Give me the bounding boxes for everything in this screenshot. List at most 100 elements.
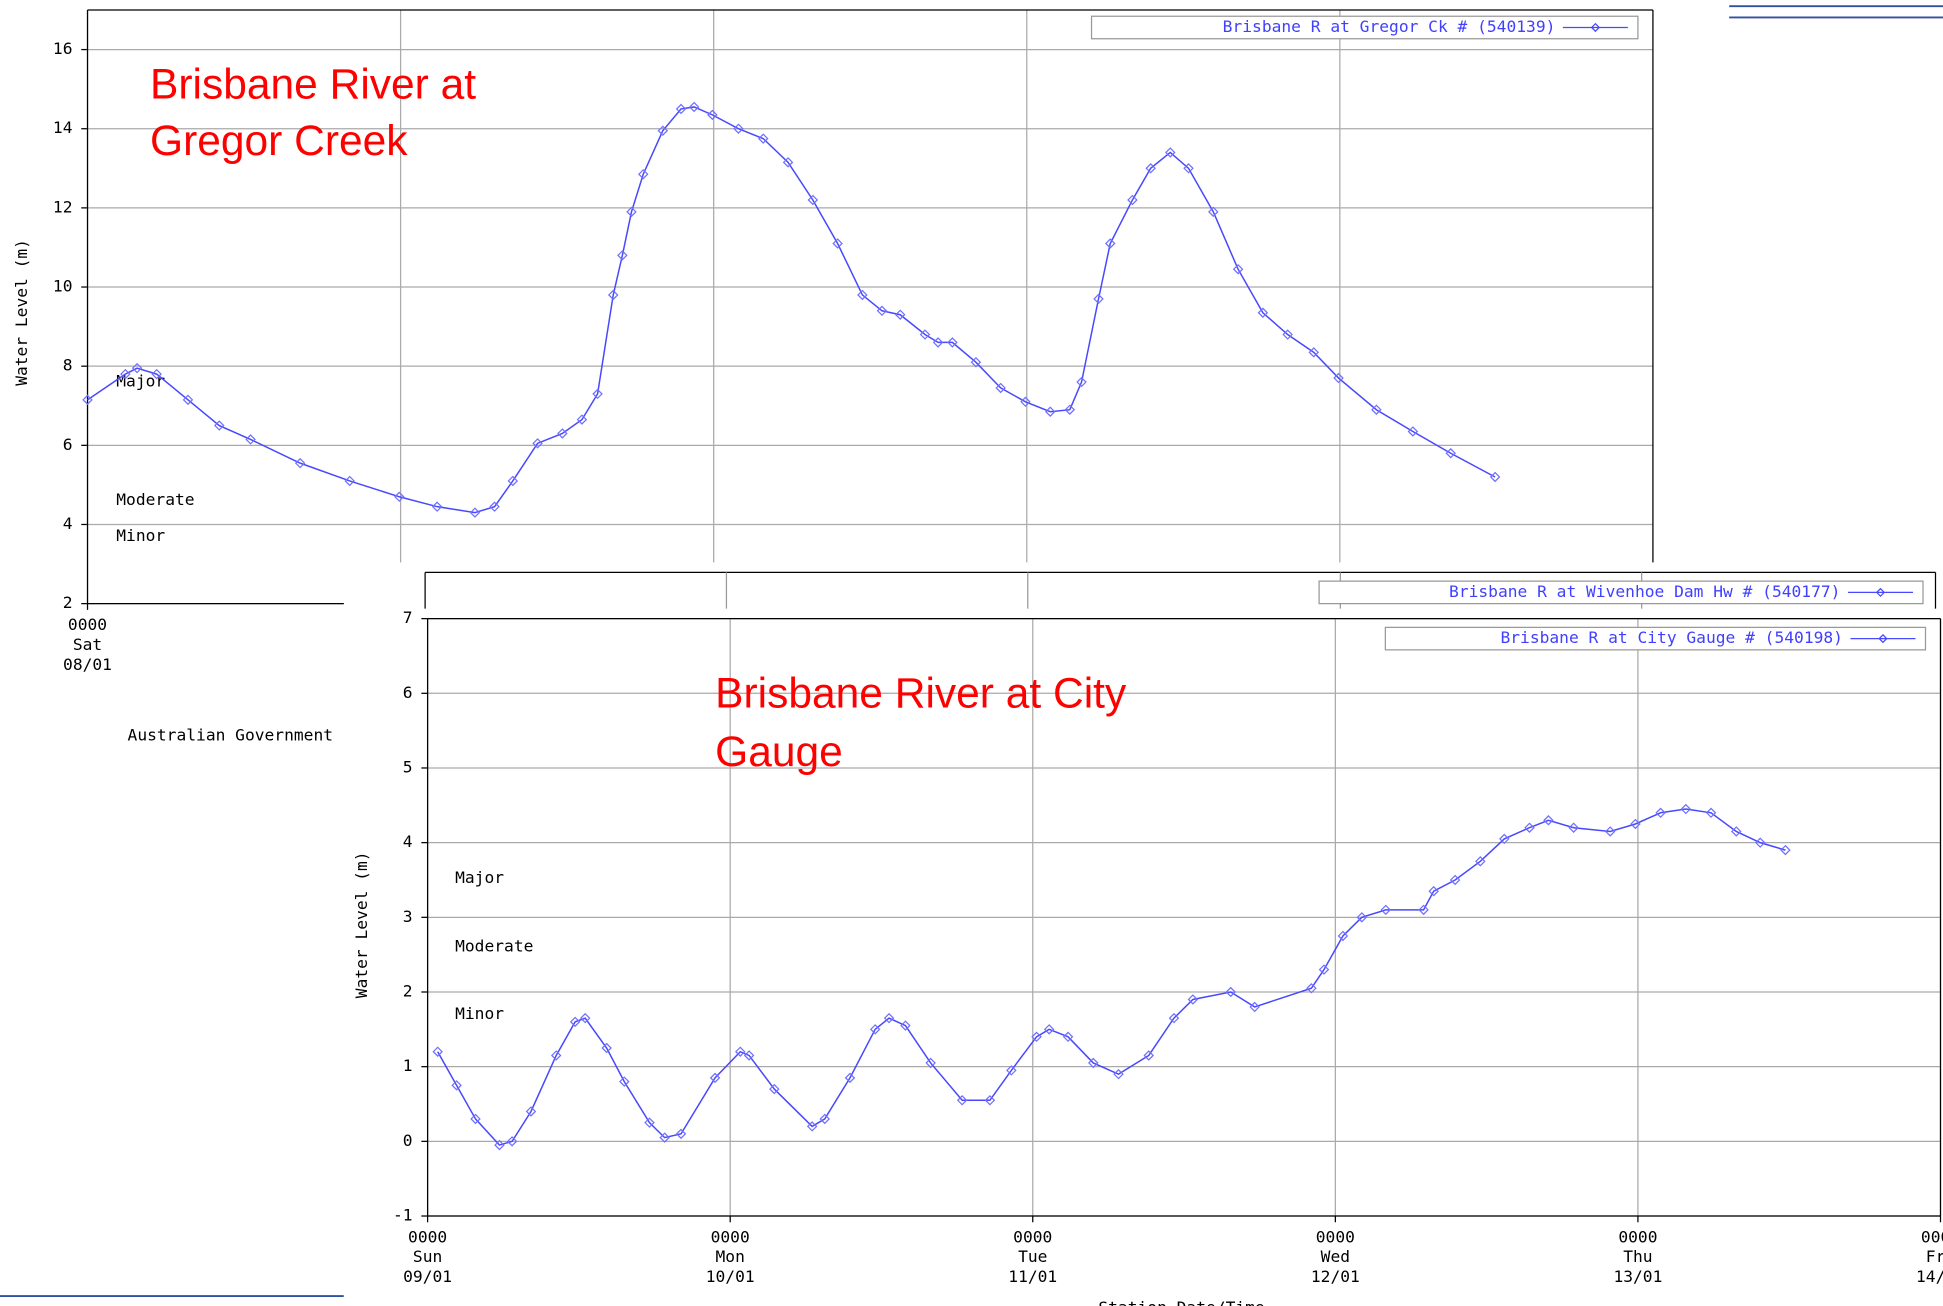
data-point <box>1113 1068 1124 1080</box>
data-point <box>925 1057 936 1069</box>
data-point <box>1208 206 1219 218</box>
data-point <box>1730 826 1742 837</box>
data-point <box>592 388 603 400</box>
annotation: Brisbane River at <box>150 62 476 109</box>
series-line <box>87 106 1496 514</box>
series-line <box>437 808 1786 1146</box>
data-point <box>82 394 93 406</box>
y-axis-label: Water Level (m) <box>12 239 31 386</box>
data-point <box>769 1083 780 1095</box>
data-point <box>569 1016 581 1028</box>
y-tick-label: 6 <box>63 435 73 454</box>
data-point <box>1604 826 1616 837</box>
data-point <box>675 1128 687 1140</box>
legend-label: Brisbane R at Wivenhoe Dam Hw # (540177) <box>1449 582 1840 601</box>
data-point <box>1020 396 1031 408</box>
wivenhoe-strip: Brisbane R at Wivenhoe Dam Hw # (540177) <box>424 571 1937 609</box>
y-tick-label: 2 <box>403 981 413 1000</box>
data-point <box>601 1042 612 1054</box>
data-point <box>1449 874 1461 886</box>
data-point <box>1407 426 1419 437</box>
data-point <box>869 1024 881 1035</box>
data-point <box>644 1117 655 1128</box>
y-tick-label: 3 <box>403 907 413 926</box>
data-point <box>1143 1050 1155 1061</box>
data-point <box>832 238 843 249</box>
data-point <box>1499 833 1510 845</box>
data-point <box>1428 885 1439 897</box>
data-point <box>489 501 500 512</box>
flood-level-label: Moderate <box>455 937 533 956</box>
data-point <box>1380 904 1392 916</box>
x-tick-label: 0000 Sat 08/01 <box>63 614 112 673</box>
y-tick-label: 4 <box>63 514 73 533</box>
data-point <box>1489 471 1501 483</box>
data-point <box>1088 1057 1099 1069</box>
data-point <box>617 250 628 261</box>
data-point <box>844 1072 856 1084</box>
data-point <box>1064 404 1076 415</box>
y-tick-label: 8 <box>63 356 73 375</box>
data-point <box>659 1132 670 1143</box>
data-point <box>675 103 687 115</box>
data-point <box>506 1136 518 1147</box>
legend-box <box>1318 580 1924 605</box>
data-point <box>1257 307 1269 319</box>
data-point <box>900 1020 911 1031</box>
data-point <box>1543 814 1554 826</box>
data-point <box>507 475 519 487</box>
data-point <box>494 1139 505 1151</box>
plot-area <box>87 9 1653 604</box>
data-point <box>1104 238 1116 249</box>
data-point <box>657 125 669 136</box>
data-point <box>394 491 405 503</box>
data-point <box>1145 163 1156 174</box>
data-point <box>1062 1031 1074 1043</box>
data-point <box>1333 372 1344 384</box>
y-tick-label: 1 <box>403 1056 413 1075</box>
data-point <box>1282 329 1293 340</box>
y-tick-label: 4 <box>403 832 413 851</box>
data-point <box>1568 822 1579 833</box>
flood-level-label: Minor <box>455 1004 504 1023</box>
data-point <box>1371 404 1382 415</box>
flood-level-label: Major <box>116 372 165 391</box>
y-tick-label: 5 <box>403 757 413 776</box>
data-point <box>469 507 481 518</box>
data-point <box>806 1121 818 1132</box>
y-tick-label: 2 <box>63 593 73 612</box>
data-point <box>626 206 637 218</box>
legend-marker <box>1878 633 1888 644</box>
data-point <box>120 368 131 380</box>
footer: Australian Government <box>128 726 333 745</box>
legend-marker <box>1590 22 1601 33</box>
annotation: Brisbane River at City <box>715 670 1127 717</box>
data-point <box>857 289 868 301</box>
data-point <box>1031 1031 1042 1043</box>
data-point <box>1187 994 1199 1005</box>
x-tick-label: 0000 Thu 13/01 <box>1613 1227 1662 1286</box>
city-chart: -1 0 1 2 3 4 5 6 7 0000 Sun 09/01 0000 Mon 10/01 0000 Tu… <box>352 608 1943 1306</box>
data-point <box>470 1113 481 1125</box>
data-point <box>1630 818 1641 830</box>
data-point <box>1308 347 1320 358</box>
annotation: Gauge <box>715 729 843 776</box>
data-point <box>956 1095 968 1106</box>
y-tick-label: 14 <box>53 118 73 137</box>
data-point <box>1076 376 1087 388</box>
data-point <box>131 362 143 374</box>
flood-level-label: Major <box>455 868 504 887</box>
data-point <box>451 1080 462 1091</box>
data-point <box>1418 904 1429 916</box>
y-tick-label: 10 <box>53 277 73 296</box>
data-point <box>782 157 794 168</box>
y-tick-label: 12 <box>53 197 73 216</box>
data-point <box>1043 1024 1055 1035</box>
y-tick-label: -1 <box>393 1206 413 1225</box>
data-point <box>894 309 906 320</box>
y-axis-label: Water Level (m) <box>352 851 371 998</box>
data-point <box>1337 930 1349 942</box>
data-point <box>637 168 649 180</box>
data-point <box>525 1106 537 1117</box>
